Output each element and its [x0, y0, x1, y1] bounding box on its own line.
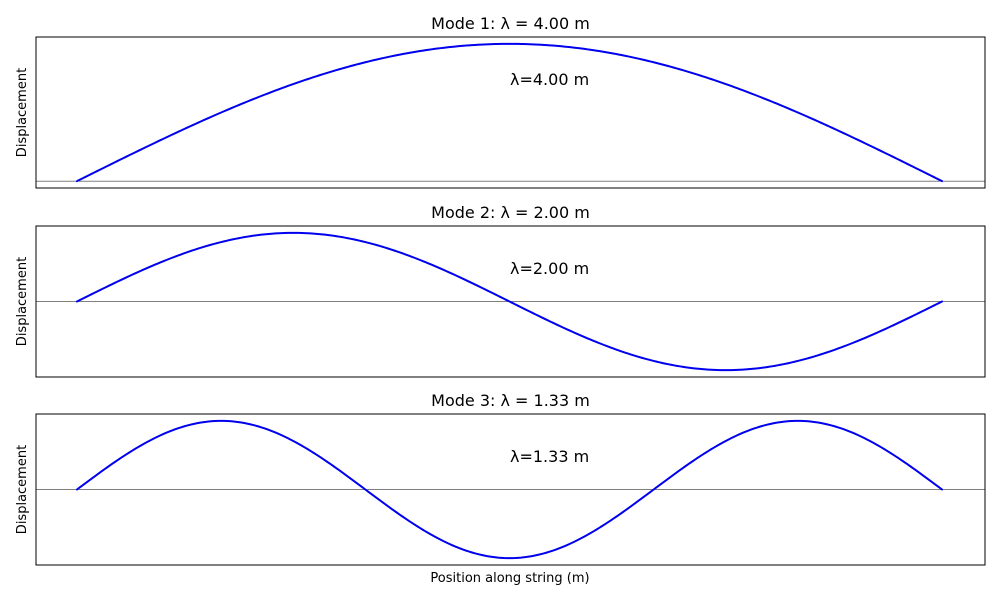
panel-title: Mode 3: λ = 1.33 m	[431, 391, 590, 410]
wave-line-mode-1	[76, 42, 943, 183]
plot-frame	[35, 36, 986, 189]
panel-mode-2: Mode 2: λ = 2.00 m λ=2.00 m Displacement	[15, 203, 986, 378]
wavelength-annotation: λ=1.33 m	[510, 447, 589, 466]
panel-mode-1: Mode 1: λ = 4.00 m λ=4.00 m Displacement	[15, 14, 986, 189]
plot-frame	[35, 413, 986, 566]
y-axis-label: Displacement	[15, 257, 30, 346]
wavelength-annotation: λ=2.00 m	[510, 259, 589, 278]
x-axis-label: Position along string (m)	[430, 571, 589, 586]
wave-line-mode-2	[76, 231, 943, 372]
wave-line-mode-3	[76, 419, 943, 560]
y-axis-label: Displacement	[15, 68, 30, 157]
panels-group: Mode 1: λ = 4.00 mλ=4.00 mDisplacementMo…	[15, 14, 986, 566]
y-axis-label: Displacement	[15, 445, 30, 534]
panel-title: Mode 1: λ = 4.00 m	[431, 14, 590, 33]
wavelength-annotation: λ=4.00 m	[510, 70, 589, 89]
plot-frame	[35, 225, 986, 378]
panel-title: Mode 2: λ = 2.00 m	[431, 203, 590, 222]
panel-mode-3: Mode 3: λ = 1.33 m λ=1.33 m Displacement	[15, 391, 986, 566]
